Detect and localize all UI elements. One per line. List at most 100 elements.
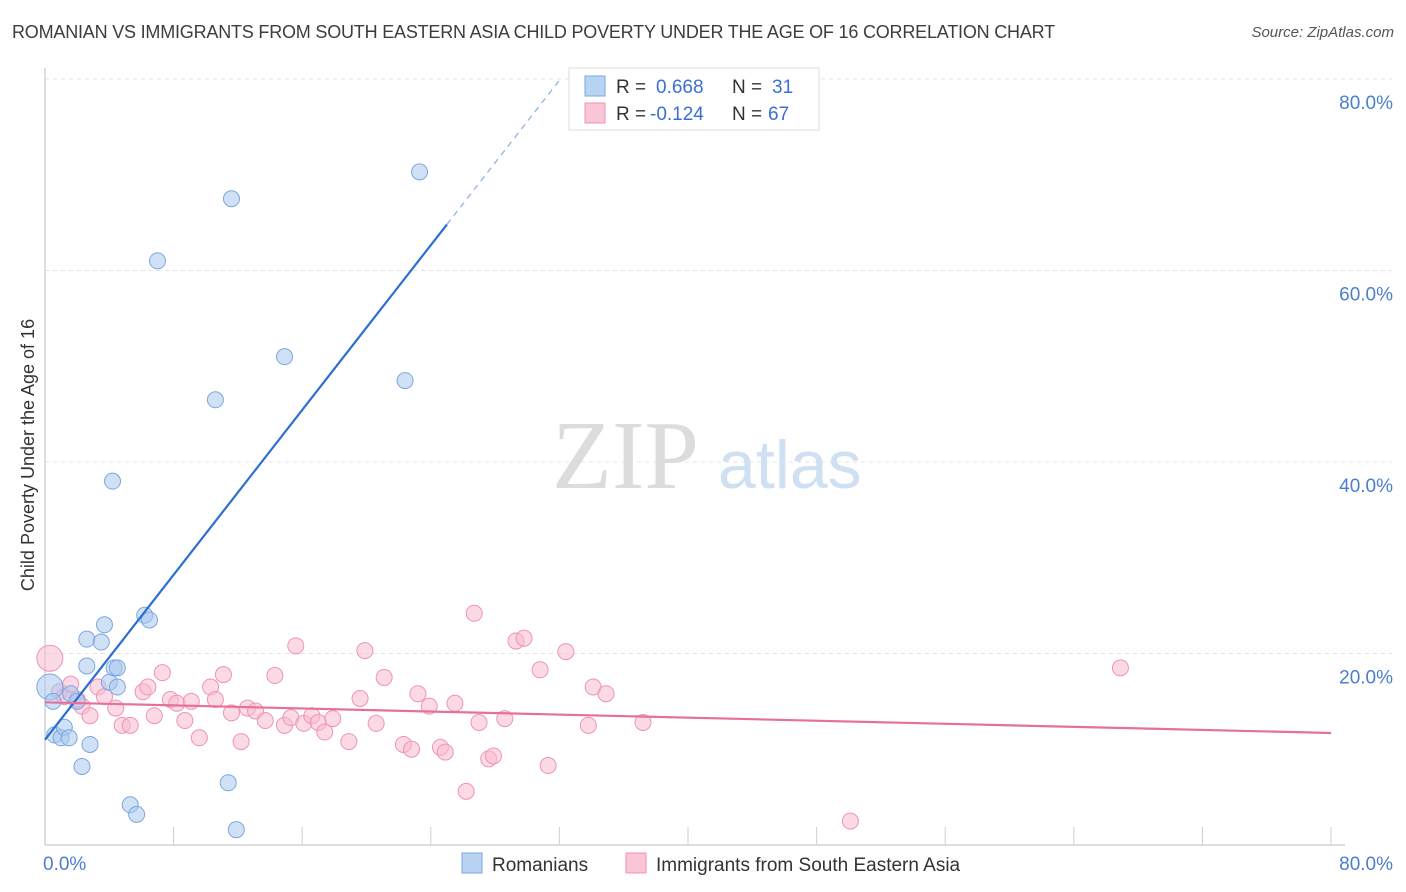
immigrants-point	[139, 678, 157, 696]
immigrants-point	[168, 694, 186, 712]
immigrants-point	[316, 723, 334, 741]
romanians-point	[206, 391, 224, 409]
trendlines	[44, 79, 1332, 741]
immigrants-point	[81, 707, 99, 725]
y-tick-label: 20.0%	[1339, 668, 1393, 689]
immigrants-point	[557, 643, 575, 661]
romanians-trendline	[44, 223, 448, 741]
immigrants-point	[539, 757, 557, 775]
romanians-point	[73, 757, 91, 775]
series-immigrants-points	[36, 604, 1129, 830]
romanians-point	[396, 372, 414, 390]
stats-r-label-immigrants: R =	[616, 104, 646, 125]
watermark-zip: ZIP	[552, 402, 699, 510]
romanians-point	[95, 616, 113, 634]
romanians-point	[222, 190, 240, 208]
romanians-point	[276, 348, 294, 366]
immigrants-point	[841, 812, 859, 830]
x-ticks	[173, 827, 1332, 845]
immigrants-trendline	[44, 701, 1332, 735]
immigrants-point	[206, 690, 224, 708]
immigrants-point	[531, 661, 549, 679]
romanians-point	[108, 678, 126, 696]
immigrants-point	[515, 629, 533, 647]
stats-n-value-romanians: 31	[772, 77, 793, 98]
x-tick-label-max: 80.0%	[1339, 854, 1393, 875]
romanians-point	[219, 774, 237, 792]
immigrants-point	[351, 690, 369, 708]
stats-legend: R = 0.668 N = 31 R = -0.124 N = 67	[568, 67, 820, 131]
immigrants-point	[222, 704, 240, 722]
legend-label-romanians: Romanians	[492, 855, 588, 876]
stats-r-value-romanians: 0.668	[656, 77, 704, 98]
immigrants-point	[484, 747, 502, 765]
stats-n-label-immigrants: N =	[732, 104, 762, 125]
immigrants-point	[256, 712, 274, 730]
romanians-point	[227, 821, 245, 839]
stats-legend-box	[568, 67, 820, 131]
legend-swatch-romanians	[461, 852, 483, 874]
immigrants-point	[36, 644, 64, 672]
immigrants-point	[597, 685, 615, 703]
immigrants-point	[446, 694, 464, 712]
immigrants-point	[145, 707, 163, 725]
romanians-point	[104, 472, 122, 490]
immigrants-point	[287, 637, 305, 655]
immigrants-point	[324, 710, 342, 728]
stats-legend-swatch-romanians	[584, 75, 606, 97]
x-tick-label-min: 0.0%	[43, 854, 86, 875]
immigrants-point	[190, 729, 208, 747]
legend-swatch-immigrants	[625, 852, 647, 874]
immigrants-point	[266, 667, 284, 685]
romanians-point	[60, 729, 78, 747]
romanians-point	[128, 805, 146, 823]
immigrants-point	[579, 716, 597, 734]
romanians-point	[149, 252, 167, 270]
romanians-point	[81, 735, 99, 753]
romanians-trendline-extension	[446, 79, 560, 225]
immigrants-point	[496, 710, 514, 728]
immigrants-point	[107, 699, 125, 717]
romanians-point	[140, 611, 158, 629]
watermark: ZIP atlas	[552, 402, 862, 510]
immigrants-point	[356, 642, 374, 660]
romanians-point	[78, 657, 96, 675]
immigrants-point	[1111, 659, 1129, 677]
immigrants-point	[403, 740, 421, 758]
immigrants-point	[634, 713, 652, 731]
gridlines	[45, 78, 1392, 654]
stats-legend-swatch-immigrants	[584, 102, 606, 124]
immigrants-point	[340, 733, 358, 751]
stats-n-value-immigrants: 67	[768, 104, 789, 125]
immigrants-point	[367, 714, 385, 732]
immigrants-point	[214, 666, 232, 684]
stats-r-label-romanians: R =	[616, 77, 646, 98]
immigrants-point	[121, 716, 139, 734]
immigrants-point	[232, 733, 250, 751]
series-legend: Romanians Immigrants from South Eastern …	[461, 852, 961, 876]
immigrants-point	[176, 712, 194, 730]
watermark-atlas: atlas	[718, 427, 862, 503]
y-tick-label: 60.0%	[1339, 285, 1393, 306]
romanians-point	[108, 659, 126, 677]
immigrants-point	[420, 697, 438, 715]
series-romanians-points	[36, 163, 429, 839]
immigrants-point	[457, 782, 475, 800]
axes	[44, 68, 1345, 846]
y-axis-title: Child Poverty Under the Age of 16	[18, 319, 38, 591]
source-credit: Source: ZipAtlas.com	[1251, 24, 1394, 41]
romanians-point	[78, 630, 96, 648]
y-tick-label: 40.0%	[1339, 476, 1393, 497]
stats-r-value-immigrants: -0.124	[650, 104, 704, 125]
immigrants-point	[153, 664, 171, 682]
chart-title: ROMANIAN VS IMMIGRANTS FROM SOUTH EASTER…	[12, 22, 1055, 42]
immigrants-point	[470, 713, 488, 731]
y-tick-labels: 20.0% 40.0% 60.0% 80.0%	[1339, 93, 1393, 689]
romanians-point	[411, 163, 429, 181]
y-tick-label: 80.0%	[1339, 93, 1393, 114]
immigrants-point	[465, 604, 483, 622]
immigrants-point	[375, 668, 393, 686]
romanians-point	[92, 633, 110, 651]
legend-label-immigrants: Immigrants from South Eastern Asia	[656, 855, 961, 876]
